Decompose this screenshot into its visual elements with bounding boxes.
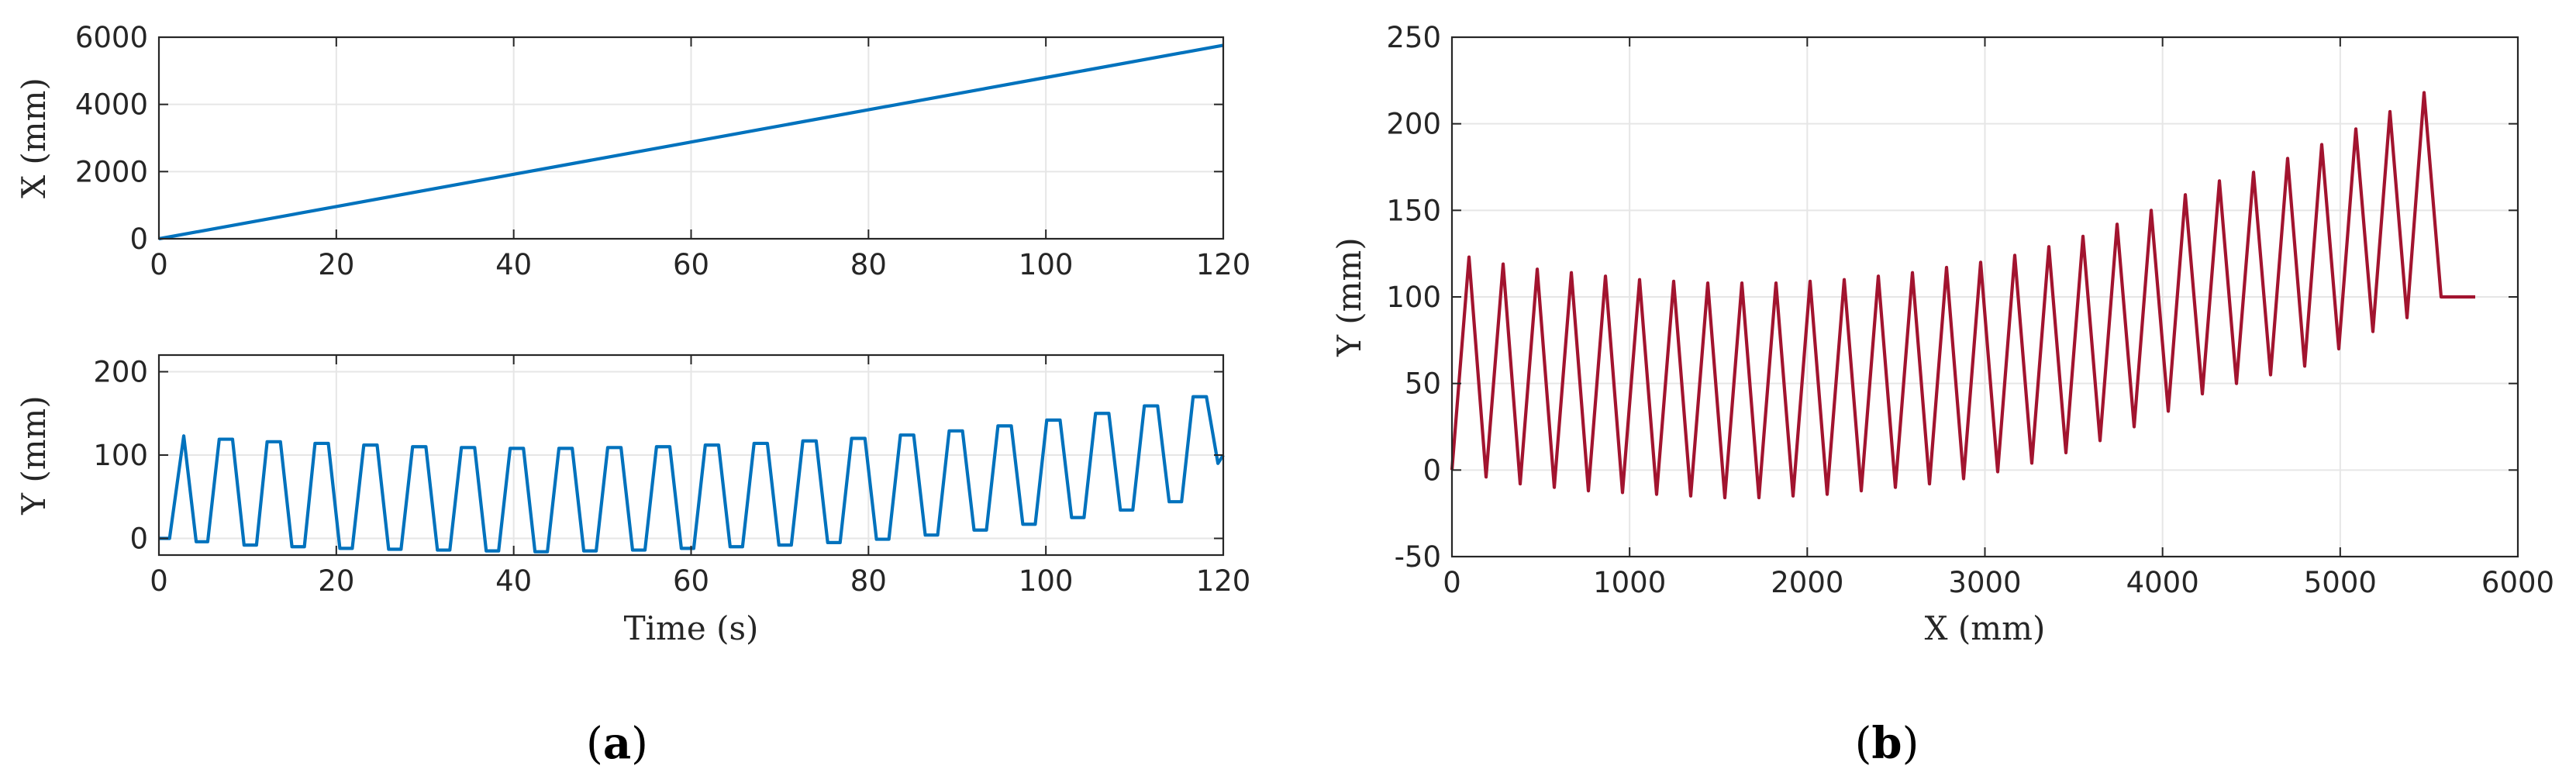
x-tick-label: 40 [495,564,532,598]
y-tick-label: 200 [93,356,148,389]
x-tick-label: 120 [1196,248,1251,281]
y-tick-label: 100 [93,439,148,472]
svg-text:(b): (b) [1855,718,1919,769]
x-tick-label: 0 [150,564,168,598]
series-line-b [1450,91,2475,500]
x-tick-label: 40 [495,248,532,281]
x-tick-label: 1000 [1593,566,1666,599]
y-tick-label: 250 [1386,21,1441,54]
x-tick-label: 20 [318,248,354,281]
svg-text:(a): (a) [586,718,648,769]
y-tick-label: 100 [1386,281,1441,314]
chart-b: 0 1000 2000 3000 4000 5000 6000-50050100150200… [1330,21,2554,647]
y-tick-label: 6000 [75,21,148,54]
y-tick-label: 50 [1405,367,1441,401]
x-tick-label: 3000 [1948,566,2021,599]
y-tick-label: 150 [1386,194,1441,227]
x-tick-label: 0 [150,248,168,281]
y-tick-label: 4000 [75,88,148,122]
y-tick-label: -50 [1395,540,1441,574]
x-axis-label: Time (s) [624,609,759,647]
x-tick-label: 20 [318,564,354,598]
series-line-a-bottom [159,395,1225,554]
y-tick-label: 2000 [75,155,148,188]
y-axis-label: Y (mm) [1330,237,1368,357]
x-tick-label: 0 [1443,566,1461,599]
x-tick-label: 4000 [2126,566,2199,599]
x-tick-label: 60 [673,248,709,281]
y-tick-label: 0 [129,523,148,556]
x-tick-label: 120 [1196,564,1251,598]
x-tick-label: 60 [673,564,709,598]
x-tick-label: 6000 [2481,566,2554,599]
x-tick-label: 100 [1019,248,1074,281]
series-line-a-top [158,43,1224,241]
chart-a-bottom: 0 20 40 60 80 100 120 0 100 200 Y (mm) Time (s) [15,354,1251,647]
chart-a-top: 0 20 40 60 80 100 120 0 2000 4000 6000 X (mm) [15,21,1250,281]
x-axis-label: X (mm) [1925,609,2046,647]
y-tick-label: 0 [129,222,148,256]
x-tick-label: 100 [1019,564,1074,598]
y-tick-label: 200 [1386,108,1441,141]
y-axis-label: X (mm) [15,78,53,198]
x-tick-label: 80 [850,564,887,598]
x-tick-label: 2000 [1771,566,1843,599]
y-axis-label: Y (mm) [15,395,53,516]
panel-label-a: (a) [586,718,648,769]
panel-label-b: (b) [1855,718,1919,769]
x-tick-label: 5000 [2304,566,2377,599]
x-tick-label: 80 [850,248,887,281]
y-tick-label: 0 [1422,454,1441,487]
